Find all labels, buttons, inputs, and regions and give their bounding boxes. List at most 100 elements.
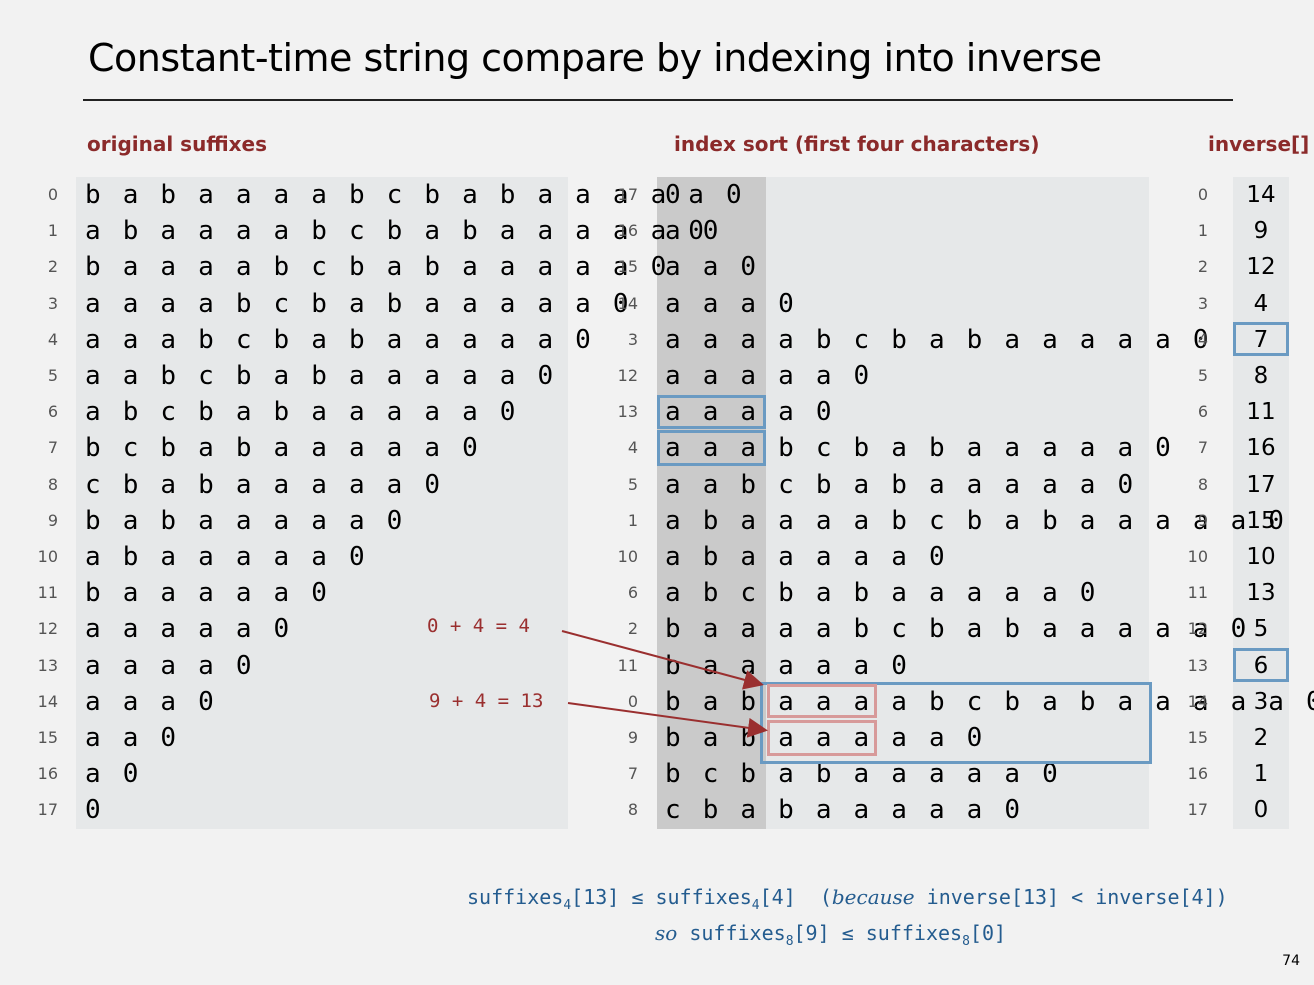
footer-text: [4] ( — [759, 885, 832, 909]
inverse-panel — [1233, 177, 1289, 829]
sorted-row-suffix: b c b a b a a a a a 0 — [665, 759, 1061, 790]
original-row-index: 9 — [47, 510, 58, 530]
highlight-sorted-row-13 — [657, 395, 766, 429]
highlight-inverse-13 — [1233, 648, 1289, 682]
sorted-row-suffix: a a a a a 0 — [665, 361, 873, 391]
inverse-row-value: 15 — [1246, 507, 1276, 534]
original-suffixes-panel — [76, 177, 568, 829]
original-row-suffix: a a a a a 0 — [85, 614, 293, 645]
inverse-row-index: 13 — [1187, 655, 1208, 675]
sorted-row-index: 5 — [627, 474, 638, 494]
original-row-index: 12 — [37, 619, 58, 639]
sorted-row-index: 6 — [627, 583, 638, 603]
original-row-index: 13 — [37, 655, 58, 675]
sorted-row-suffix: c b a b a a a a a 0 — [665, 795, 1024, 826]
sorted-row-index: 7 — [627, 764, 638, 784]
original-row-suffix: b a b a a a a b c b a b a a a a a 0 — [85, 180, 745, 210]
inverse-row-value: 10 — [1246, 544, 1276, 570]
original-row-suffix: a a a b c b a b a a a a a 0 — [85, 324, 595, 355]
inverse-row-index: 16 — [1187, 764, 1208, 784]
original-row-suffix: b a a a a a 0 — [85, 578, 331, 609]
sorted-row-suffix: a b a a a a a 0 — [665, 542, 948, 572]
original-row-index: 5 — [47, 366, 58, 385]
inverse-row-index: 17 — [1187, 800, 1208, 820]
inverse-row-value: 8 — [1253, 363, 1269, 389]
original-row-suffix: a b a a a a a 0 — [85, 542, 368, 572]
inverse-row-value: 7 — [1253, 326, 1269, 353]
footer-line-2: so suffixes8[9] ≤ suffixes8[0] — [655, 921, 1006, 949]
footer-italic-text: because — [831, 885, 915, 909]
inverse-row-index: 5 — [1197, 366, 1208, 385]
inverse-row-value: 5 — [1253, 616, 1269, 643]
inverse-row-value: 14 — [1246, 182, 1276, 208]
equation-0-plus-4: 0 + 4 = 4 — [427, 615, 530, 637]
original-row-index: 16 — [37, 764, 58, 784]
footer-text: suffixes — [467, 885, 564, 909]
inverse-row-index: 1 — [1197, 221, 1208, 241]
arrow-to-suffix-4 — [561, 630, 764, 690]
inverse-row-index: 11 — [1187, 583, 1208, 603]
original-row-index: 10 — [37, 547, 58, 566]
original-row-index: 1 — [47, 221, 58, 241]
arrow-to-suffix-13 — [567, 702, 768, 738]
footer-italic-text: so — [655, 921, 678, 945]
original-row-suffix: a a a 0 — [85, 686, 217, 717]
sorted-row-suffix: a 0 — [665, 216, 722, 247]
inverse-row-value: 0 — [1253, 797, 1269, 824]
title-rule — [83, 99, 1233, 101]
original-row-suffix: a a a a 0 — [85, 650, 255, 681]
sorted-row-index: 15 — [617, 257, 638, 277]
inverse-row-value: 3 — [1253, 688, 1269, 715]
original-row-index: 3 — [47, 293, 58, 313]
footer-line-1: suffixes4[13] ≤ suffixes4[4] (because in… — [467, 885, 1228, 913]
highlight-offset-4-of-suffix-9 — [767, 720, 877, 756]
inverse-row-index: 15 — [1187, 728, 1208, 747]
highlight-inverse-4 — [1233, 322, 1289, 356]
original-row-suffix: 0 — [85, 795, 104, 826]
original-row-suffix: a a 0 — [85, 723, 180, 753]
inverse-row-value: 11 — [1246, 399, 1276, 426]
highlight-sorted-row-4 — [657, 430, 766, 466]
original-row-suffix: a 0 — [85, 759, 142, 790]
sorted-row-suffix: a a a 0 — [665, 288, 797, 319]
sorted-row-index: 17 — [617, 185, 638, 204]
original-row-index: 8 — [47, 474, 58, 494]
original-row-suffix: a a a a b c b a b a a a a a 0 — [85, 288, 632, 319]
inverse-row-value: 1 — [1253, 761, 1269, 788]
footer-text: inverse[13] < inverse[4]) — [914, 885, 1228, 909]
header-original-suffixes: original suffixes — [87, 132, 267, 156]
footer-subscript: 4 — [751, 898, 760, 913]
original-row-index: 11 — [37, 583, 58, 603]
sorted-row-suffix: a b c b a b a a a a a 0 — [665, 578, 1099, 609]
sorted-row-suffix: 0 — [665, 180, 684, 210]
inverse-row-value: 4 — [1253, 290, 1269, 317]
footer-text: suffixes — [677, 921, 786, 945]
original-row-suffix: b a b a a a a a 0 — [85, 505, 406, 536]
inverse-row-index: 3 — [1197, 293, 1208, 313]
sorted-row-index: 0 — [627, 691, 638, 711]
sorted-row-suffix: a a a a 0 — [665, 397, 835, 428]
original-row-index: 14 — [37, 691, 58, 711]
footer-text: [13] ≤ suffixes — [571, 885, 752, 909]
original-row-suffix: c b a b a a a a a 0 — [85, 469, 444, 500]
sorted-row-suffix: a a b c b a b a a a a a 0 — [665, 469, 1137, 500]
inverse-row-index: 10 — [1187, 547, 1208, 566]
inverse-row-index: 7 — [1197, 438, 1208, 458]
sorted-row-index: 9 — [627, 728, 638, 747]
sorted-row-index: 4 — [627, 438, 638, 458]
original-row-suffix: a b c b a b a a a a a 0 — [85, 397, 519, 428]
sorted-row-suffix: b a a a a b c b a b a a a a a 0 — [665, 614, 1250, 645]
sorted-row-index: 14 — [617, 293, 638, 313]
inverse-row-value: 12 — [1246, 254, 1276, 281]
footer-subscript: 8 — [962, 934, 970, 949]
original-row-index: 0 — [47, 185, 58, 204]
inverse-row-value: 17 — [1246, 471, 1276, 498]
highlight-offset-4-of-suffix-0 — [767, 684, 877, 718]
inverse-row-index: 0 — [1197, 185, 1208, 204]
original-row-suffix: b c b a b a a a a a 0 — [85, 433, 481, 464]
inverse-row-index: 8 — [1197, 474, 1208, 494]
equation-9-plus-4: 9 + 4 = 13 — [429, 690, 544, 712]
page-number: 74 — [1282, 953, 1300, 969]
sorted-row-index: 8 — [627, 800, 638, 820]
